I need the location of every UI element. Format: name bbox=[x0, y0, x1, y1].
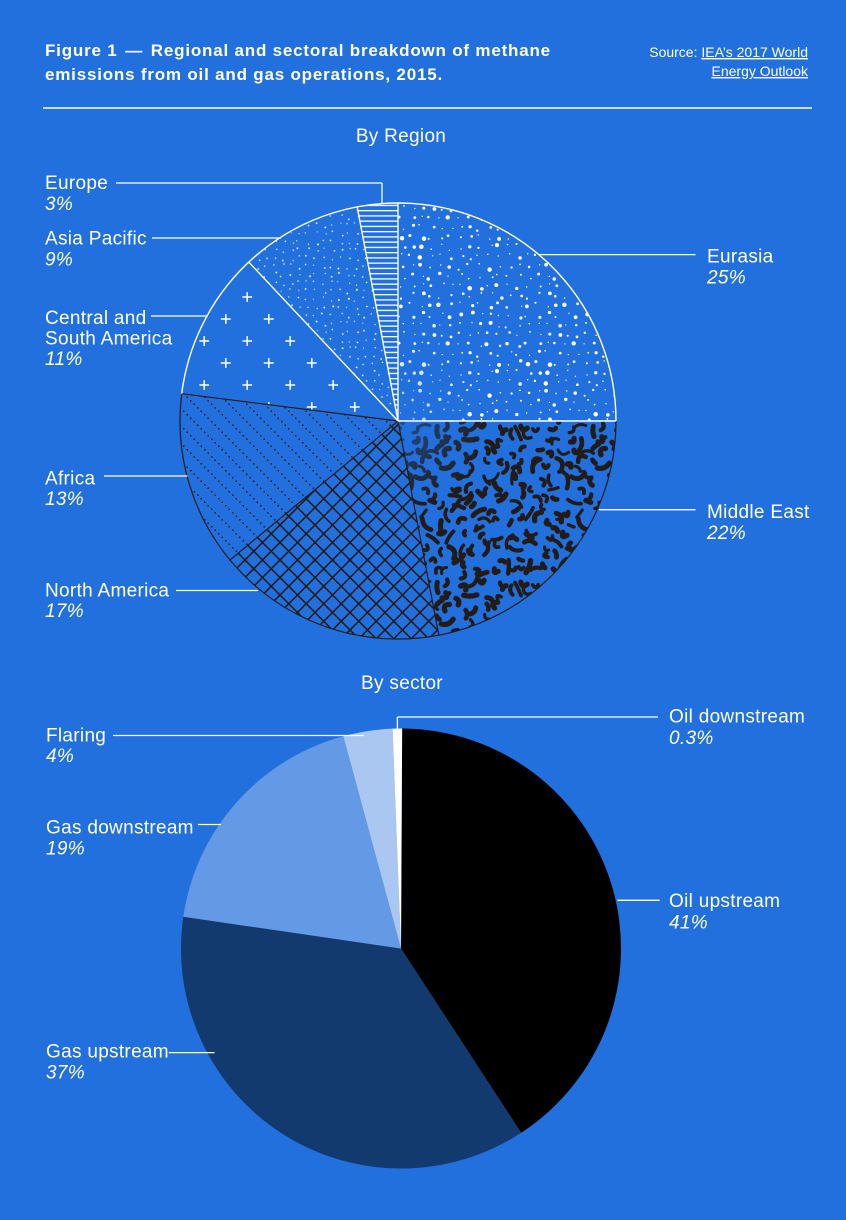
svg-text:Europe: Europe bbox=[45, 173, 108, 194]
svg-text:North America: North America bbox=[45, 580, 169, 601]
svg-text:Gas downstream: Gas downstream bbox=[46, 818, 194, 839]
svg-text:19%: 19% bbox=[46, 839, 85, 860]
svg-text:Central and: Central and bbox=[45, 308, 147, 329]
svg-text:Flaring: Flaring bbox=[46, 726, 106, 747]
svg-text:Energy Outlook: Energy Outlook bbox=[712, 63, 809, 79]
svg-text:Africa: Africa bbox=[45, 469, 95, 490]
svg-text:Gas upstream: Gas upstream bbox=[46, 1042, 169, 1063]
svg-text:13%: 13% bbox=[45, 489, 84, 510]
svg-text:Oil downstream: Oil downstream bbox=[669, 707, 805, 728]
svg-text:3%: 3% bbox=[45, 194, 73, 215]
svg-text:Middle East: Middle East bbox=[707, 502, 810, 523]
svg-text:4%: 4% bbox=[46, 746, 74, 767]
svg-text:37%: 37% bbox=[46, 1063, 85, 1084]
svg-text:Figure 1 — Regional and sect: Figure 1 — Regional and sectoral breakdo… bbox=[45, 41, 551, 60]
svg-text:9%: 9% bbox=[45, 250, 73, 271]
svg-text:emissions from oil and gas ope: emissions from oil and gas operations, 2… bbox=[45, 65, 443, 84]
svg-text:By Region: By Region bbox=[356, 126, 446, 147]
svg-text:South America: South America bbox=[45, 329, 173, 350]
svg-text:11%: 11% bbox=[45, 349, 83, 370]
svg-text:0.3%: 0.3% bbox=[669, 728, 714, 749]
svg-text:17%: 17% bbox=[45, 601, 84, 622]
svg-text:Source: IEA’s 2017 World: Source: IEA’s 2017 World bbox=[649, 44, 808, 60]
svg-text:By sector: By sector bbox=[361, 673, 443, 694]
svg-text:25%: 25% bbox=[706, 268, 746, 289]
svg-text:Eurasia: Eurasia bbox=[707, 247, 774, 268]
svg-text:Oil upstream: Oil upstream bbox=[669, 891, 780, 912]
svg-text:41%: 41% bbox=[669, 912, 708, 933]
svg-text:22%: 22% bbox=[706, 523, 746, 544]
svg-text:Asia Pacific: Asia Pacific bbox=[45, 229, 147, 250]
